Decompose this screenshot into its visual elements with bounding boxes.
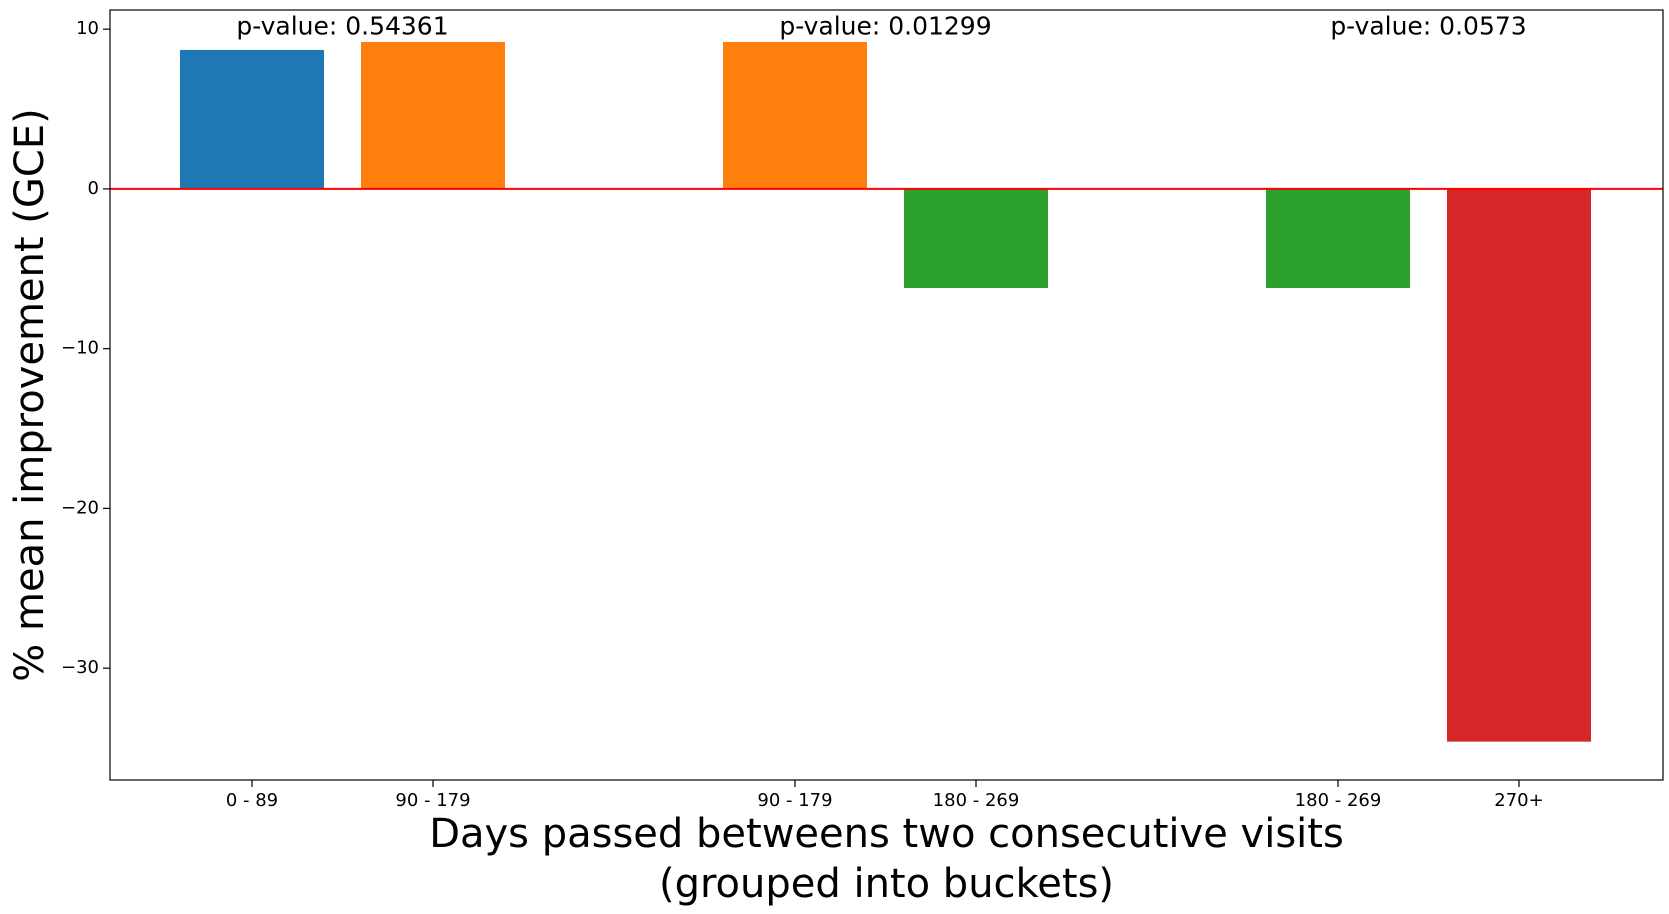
- y-axis-label-group: % mean improvement (GCE): [7, 108, 53, 681]
- x-axis-label-line-1: (grouped into buckets): [659, 861, 1114, 907]
- x-tick-label-5: 270+: [1494, 790, 1543, 811]
- y-axis-label: % mean improvement (GCE): [7, 108, 53, 681]
- bar-0: [180, 49, 324, 189]
- p-value-annotation-2: p-value: 0.0573: [1330, 12, 1526, 41]
- p-value-annotation-0: p-value: 0.54361: [236, 12, 448, 41]
- bar-3: [904, 188, 1048, 288]
- bar-2: [723, 41, 867, 189]
- x-axis-label-group: Days passed betweens two consecutive vis…: [429, 811, 1344, 907]
- y-tick-label-1: 0: [88, 178, 99, 199]
- y-ticks-group: 10 0 −10 −20 −30: [61, 18, 110, 678]
- x-tick-label-3: 180 - 269: [933, 790, 1020, 811]
- bar-4: [1266, 188, 1410, 288]
- x-axis-label-line-0: Days passed betweens two consecutive vis…: [429, 811, 1344, 857]
- x-tick-label-4: 180 - 269: [1295, 790, 1382, 811]
- y-tick-label-3: −20: [61, 497, 99, 518]
- plot-frame: [109, 9, 1664, 781]
- bar-5: [1447, 188, 1591, 742]
- annotations-group: p-value: 0.54361 p-value: 0.01299 p-value:…: [236, 12, 1526, 41]
- x-ticks-group: 0 - 89 90 - 179 90 - 179 180 - 269 180 - 269…: [226, 780, 1544, 811]
- x-tick-label-2: 90 - 179: [757, 790, 832, 811]
- y-tick-label-0: 10: [76, 18, 99, 39]
- p-value-annotation-1: p-value: 0.01299: [779, 12, 991, 41]
- bars-group: [180, 41, 1591, 742]
- y-tick-label-4: −30: [61, 657, 99, 678]
- x-tick-label-0: 0 - 89: [226, 790, 278, 811]
- bar-1: [361, 41, 505, 189]
- y-tick-label-2: −10: [61, 338, 99, 359]
- x-tick-label-1: 90 - 179: [395, 790, 470, 811]
